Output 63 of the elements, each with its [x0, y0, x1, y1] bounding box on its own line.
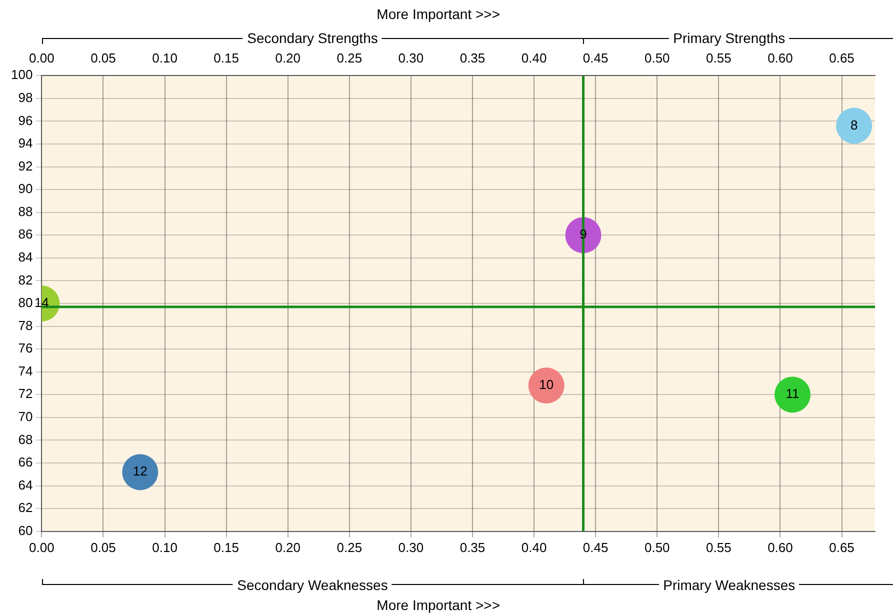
x-tick-label: 0.15: [214, 540, 239, 555]
x2-tick-label: 0.20: [275, 50, 301, 66]
x2-tick-label: 0.55: [706, 50, 732, 66]
text: Secondary Weaknesses: [233, 577, 392, 593]
x2-tick-label: 0.15: [214, 50, 239, 66]
y-tick-label: 84: [18, 250, 33, 264]
y-tick-label: 88: [18, 204, 33, 219]
x2-tick-label: 0.25: [336, 50, 362, 66]
y-tick-label: 86: [18, 226, 33, 242]
x2-tick-label: 0.10: [152, 50, 178, 66]
point: [774, 376, 811, 413]
series-label: 12: [132, 464, 148, 479]
x-tick-label: 0.35: [460, 540, 486, 555]
y-tick-label: 80: [18, 295, 33, 310]
y-tick-label: 94: [18, 136, 33, 151]
x-tick-label: 0.25: [336, 540, 362, 555]
y-tick-label: 68: [18, 432, 33, 447]
series-label: 10: [539, 377, 554, 392]
x-tick-label: 0.20: [275, 540, 301, 555]
x-tick-label: 0.65: [829, 540, 854, 555]
x2-tick-label: 0.30: [398, 50, 424, 66]
x2-tick-label: 0.60: [768, 50, 793, 66]
y-tick-label: 82: [18, 272, 33, 288]
x-tick-label: 0.55: [706, 540, 732, 555]
x2-tick-label: 0.50: [644, 50, 670, 66]
x2-axis-title: More Important >>>: [376, 6, 502, 22]
x2-tick-label: 0.45: [582, 50, 608, 66]
series-label: 8: [850, 117, 858, 132]
x-axis-title: More Important >>>: [376, 597, 502, 613]
y-tick-label: 64: [18, 477, 33, 492]
y-tick-label: 90: [18, 181, 33, 196]
y-tick-label: 60: [18, 522, 33, 538]
x2-tick-label: 0.05: [90, 50, 116, 66]
point: [122, 454, 158, 490]
series-label: 11: [786, 386, 800, 402]
y-tick-label: 76: [18, 340, 33, 356]
y-tick-label: 66: [18, 454, 33, 470]
x-tick-label: 0.00: [29, 540, 54, 555]
x-tick-label: 0.05: [90, 540, 116, 555]
y-tick-label: 100: [10, 67, 33, 82]
x2-tick-label: 0.40: [521, 50, 547, 66]
x-tick-label: 0.50: [644, 540, 670, 555]
x-tick-label: 0.40: [521, 540, 547, 555]
text: Primary Strengths: [669, 30, 790, 46]
x-tick-label: 0.10: [152, 540, 178, 555]
x2-tick-label: 0.65: [829, 50, 854, 66]
x-tick-label: 0.60: [768, 540, 793, 555]
x-tick-label: 0.30: [398, 540, 424, 555]
x2-tick-label: 0.00: [29, 50, 54, 66]
x2-tick-label: 0.35: [460, 50, 486, 66]
y-tick-label: 74: [18, 363, 33, 378]
y-tick-label: 96: [18, 112, 33, 128]
y-tick-label: 70: [18, 409, 33, 424]
y-tick-label: 72: [18, 386, 33, 402]
y-tick-label: 98: [18, 90, 33, 105]
point: [836, 108, 872, 144]
y-tick-label: 92: [18, 158, 33, 174]
point: [528, 368, 564, 404]
y-tick-label: 78: [18, 318, 33, 333]
x-tick-label: 0.45: [582, 540, 608, 555]
text: Secondary Strengths: [243, 30, 382, 46]
text: Primary Weaknesses: [659, 577, 800, 593]
y-tick-label: 62: [18, 500, 33, 516]
